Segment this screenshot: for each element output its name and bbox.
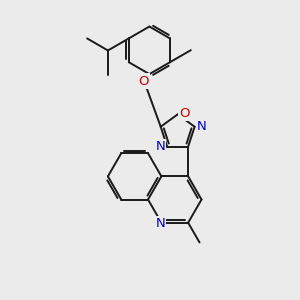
Text: N: N bbox=[155, 140, 165, 153]
Text: O: O bbox=[138, 74, 149, 88]
Text: N: N bbox=[155, 217, 165, 230]
Text: N: N bbox=[197, 120, 206, 133]
Text: O: O bbox=[179, 107, 190, 120]
